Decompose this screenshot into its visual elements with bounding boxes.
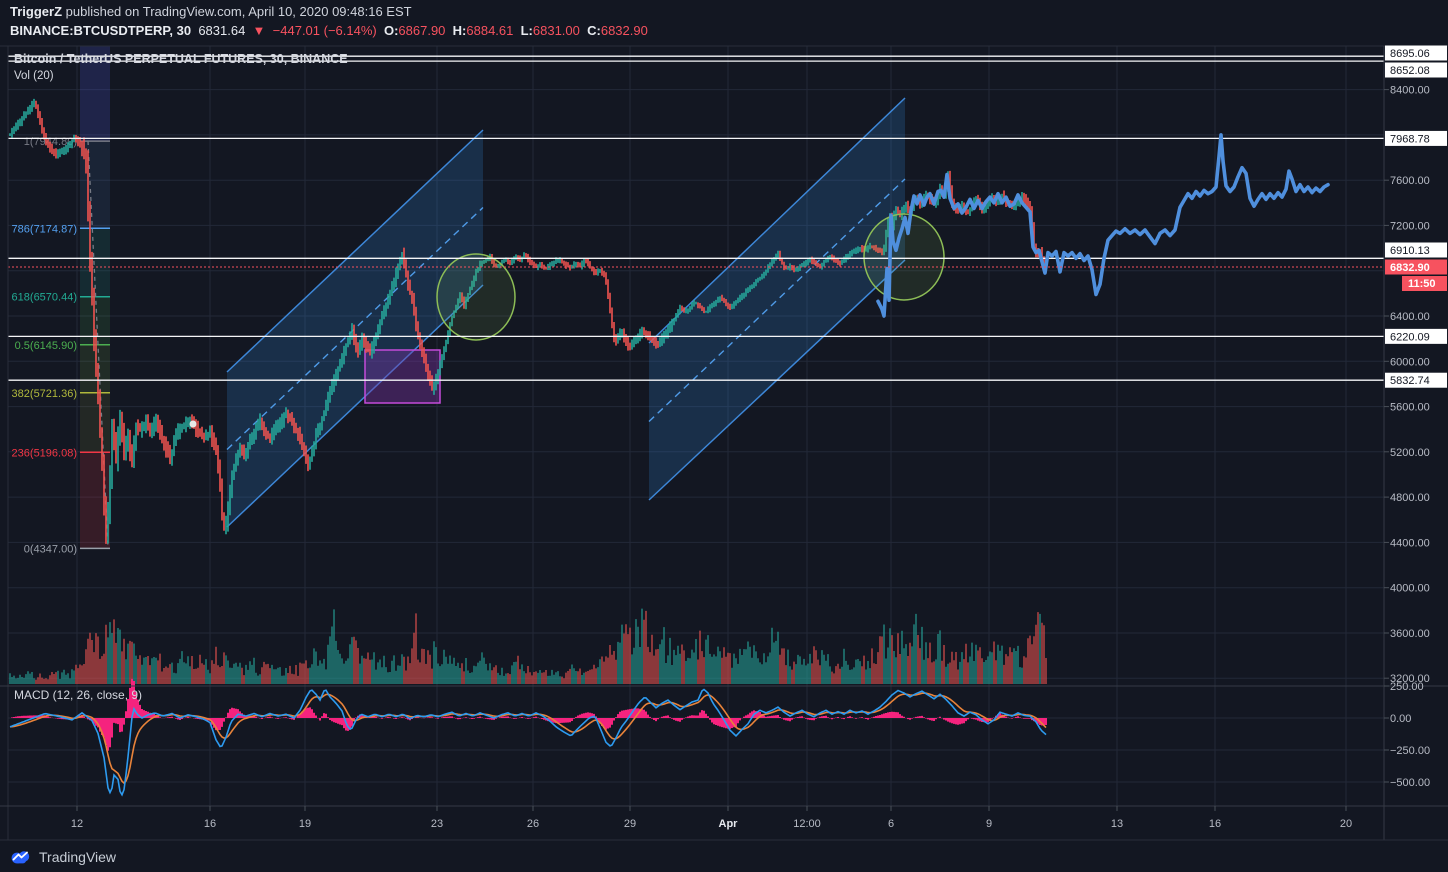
fib-level-label: 0(4347.00) — [24, 543, 77, 555]
anchor-dot-marker[interactable] — [189, 420, 197, 428]
countdown-badge-text: 11:50 — [1408, 278, 1436, 290]
channel-midline[interactable] — [648, 178, 906, 423]
fib-level-label: 786(7174.87) — [12, 223, 77, 235]
price-axis-label: 4000.00 — [1390, 583, 1430, 595]
price-axis-label: 7600.00 — [1390, 175, 1430, 187]
price-axis-label: 7200.00 — [1390, 220, 1430, 232]
ellipse-drawing[interactable] — [863, 213, 945, 301]
price-axis-label: 3200.00 — [1390, 673, 1430, 685]
current-price-badge-text: 6832.90 — [1390, 262, 1430, 274]
fib-band-fill[interactable] — [80, 141, 110, 228]
time-axis-label: 16 — [1209, 818, 1221, 830]
price-line-label-bg — [1385, 372, 1447, 388]
candles-up-series — [9, 98, 1041, 544]
fib-band-fill[interactable] — [80, 393, 110, 452]
price-axis-label: 6000.00 — [1390, 356, 1430, 368]
macd-axis-label: −250.00 — [1390, 745, 1430, 757]
parallel-channel-drawing[interactable] — [649, 98, 905, 500]
time-axis-label: 16 — [204, 818, 216, 830]
volume-up-series — [9, 608, 1041, 684]
price-line-label: 8695.06 — [1390, 48, 1430, 60]
time-axis-label: 23 — [431, 818, 443, 830]
price-line-label: 8652.08 — [1390, 65, 1430, 77]
price-line-label-bg — [1385, 45, 1447, 61]
channel-upper-line[interactable] — [226, 129, 484, 373]
price-line-label-bg — [1385, 328, 1447, 344]
time-axis-label: Apr — [719, 818, 739, 830]
price-axis-label: 4800.00 — [1390, 492, 1430, 504]
footer-bar: TradingView — [0, 841, 1448, 872]
channel-lower-line[interactable] — [226, 284, 484, 528]
price-line-label-bg — [1385, 62, 1447, 78]
tradingview-logo-icon[interactable] — [10, 849, 32, 865]
fib-level-label: 236(5196.08) — [12, 447, 77, 459]
price-line-label: 7968.78 — [1390, 133, 1430, 145]
fib-level-label: 618(6570.44) — [12, 292, 77, 304]
time-axis-label: 29 — [624, 818, 636, 830]
time-axis-label: 6 — [888, 818, 894, 830]
time-axis-label: 26 — [527, 818, 539, 830]
price-axis-label: 6400.00 — [1390, 311, 1430, 323]
time-axis-label: 19 — [299, 818, 311, 830]
fib-band-fill[interactable] — [80, 46, 110, 141]
projection-line-drawing[interactable] — [876, 133, 1330, 318]
channel-midline[interactable] — [226, 206, 484, 451]
fib-level-label: 382(5721.36) — [12, 388, 77, 400]
macd-axis-label: 0.00 — [1390, 713, 1411, 725]
volume-down-series — [35, 610, 1047, 684]
price-axis[interactable] — [1384, 46, 1448, 840]
brand-name[interactable]: TradingView — [39, 848, 117, 865]
price-axis-label: 8400.00 — [1390, 85, 1430, 97]
price-line-label: 5832.74 — [1390, 375, 1430, 387]
time-axis-label: 9 — [986, 818, 992, 830]
macd-line — [9, 688, 1047, 797]
macd-axis-label: −500.00 — [1390, 777, 1430, 789]
price-axis-label: 5600.00 — [1390, 402, 1430, 414]
time-axis-label: 20 — [1340, 818, 1352, 830]
fib-level-label: 0.5(6145.90) — [15, 340, 77, 352]
time-axis-label: 12 — [71, 818, 83, 830]
parallel-channel-drawing[interactable] — [227, 130, 483, 527]
price-line-label: 6910.13 — [1390, 245, 1430, 257]
price-axis-label: 4400.00 — [1390, 537, 1430, 549]
ellipse-drawing[interactable] — [436, 253, 516, 341]
price-axis-label: 3600.00 — [1390, 628, 1430, 640]
current-price-badge — [1385, 259, 1447, 275]
countdown-badge — [1402, 276, 1447, 291]
fib-band-fill[interactable] — [80, 297, 110, 345]
time-axis-label: 12:00 — [793, 818, 821, 830]
macd-axis-label: 250.00 — [1390, 681, 1424, 693]
price-gridlines — [8, 89, 1384, 679]
time-axis[interactable] — [0, 806, 1384, 840]
price-line-label-bg — [1385, 130, 1447, 146]
fib-band-fill[interactable] — [80, 452, 110, 548]
price-line-label-bg — [1385, 242, 1447, 258]
price-line-label: 6220.09 — [1390, 331, 1430, 343]
time-axis-label: 13 — [1111, 818, 1123, 830]
price-axis-label: 5200.00 — [1390, 447, 1430, 459]
fib-band-fill[interactable] — [80, 345, 110, 393]
